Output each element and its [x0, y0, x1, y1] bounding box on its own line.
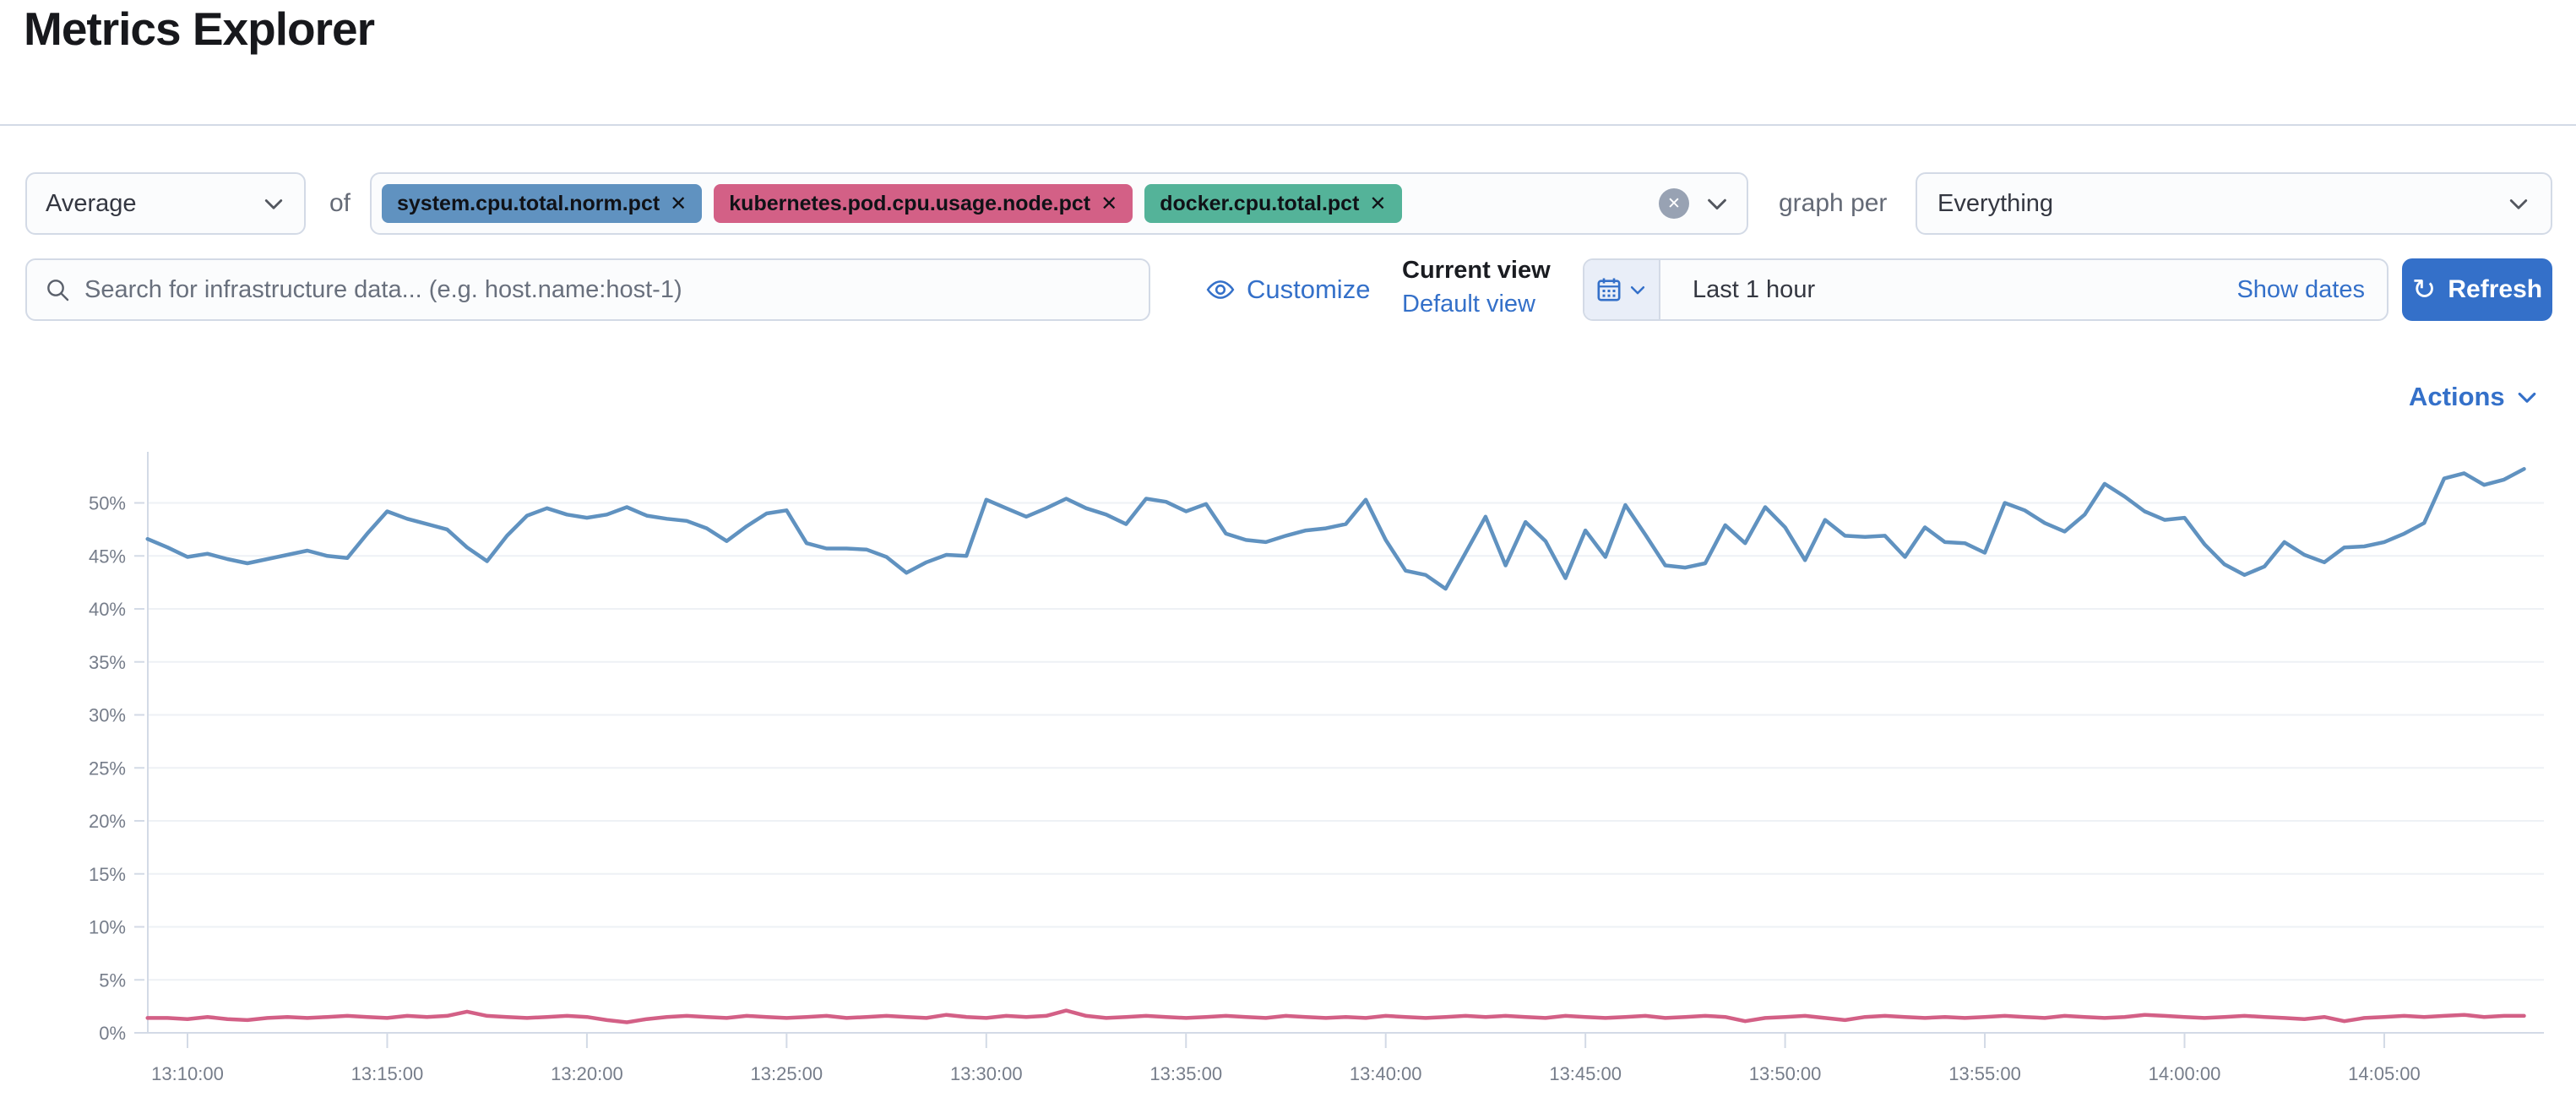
customize-label: Customize — [1247, 274, 1371, 304]
refresh-button[interactable]: ↻ Refresh — [2402, 258, 2552, 321]
svg-text:13:45:00: 13:45:00 — [1549, 1063, 1622, 1084]
svg-text:35%: 35% — [89, 652, 126, 673]
remove-metric-icon[interactable]: ✕ — [1101, 192, 1118, 215]
svg-text:13:15:00: 13:15:00 — [351, 1063, 424, 1084]
metric-badge-list: system.cpu.total.norm.pct ✕ kubernetes.p… — [382, 184, 1402, 223]
search-input[interactable] — [84, 275, 1132, 304]
refresh-label: Refresh — [2448, 275, 2543, 303]
actions-menu-button[interactable]: Actions — [2409, 382, 2539, 412]
page-title: Metrics Explorer — [24, 3, 375, 55]
eye-icon — [1206, 280, 1235, 299]
remove-metric-icon[interactable]: ✕ — [1369, 192, 1387, 215]
graph-per-select[interactable]: Everything — [1916, 172, 2552, 235]
metric-badge[interactable]: kubernetes.pod.cpu.usage.node.pct ✕ — [714, 184, 1133, 223]
svg-text:13:20:00: 13:20:00 — [551, 1063, 623, 1084]
header-divider — [0, 124, 2576, 126]
svg-text:13:10:00: 13:10:00 — [151, 1063, 224, 1084]
metric-badge-label: kubernetes.pod.cpu.usage.node.pct — [729, 191, 1091, 215]
svg-text:13:25:00: 13:25:00 — [751, 1063, 823, 1084]
svg-text:0%: 0% — [99, 1023, 126, 1044]
metric-badge-label: system.cpu.total.norm.pct — [397, 191, 660, 215]
chevron-down-icon — [1630, 286, 1645, 295]
date-picker: Last 1 hour Show dates — [1583, 258, 2389, 321]
svg-text:13:40:00: 13:40:00 — [1350, 1063, 1422, 1084]
date-picker-calendar-button[interactable] — [1584, 260, 1660, 319]
view-name-link[interactable]: Default view — [1402, 291, 1535, 318]
calendar-icon — [1597, 278, 1621, 301]
metric-badge-label: docker.cpu.total.pct — [1160, 191, 1360, 215]
svg-text:20%: 20% — [89, 811, 126, 832]
metrics-combobox[interactable]: system.cpu.total.norm.pct ✕ kubernetes.p… — [370, 172, 1748, 235]
metric-badge[interactable]: docker.cpu.total.pct ✕ — [1144, 184, 1402, 223]
current-view-label: Current view — [1402, 257, 1551, 284]
svg-text:5%: 5% — [99, 970, 126, 991]
svg-text:50%: 50% — [89, 493, 126, 514]
aggregation-value: Average — [46, 189, 137, 217]
chevron-down-icon[interactable] — [1704, 191, 1730, 216]
graph-per-label: graph per — [1779, 189, 1888, 217]
metric-badge[interactable]: system.cpu.total.norm.pct ✕ — [382, 184, 703, 223]
refresh-icon: ↻ — [2411, 274, 2437, 306]
metrics-line-chart[interactable]: 0% 5% 10% 15% 20% 25% 30% 35% 40% 45% 50% 13:10:00 1… — [0, 422, 2576, 1108]
customize-button[interactable]: Customize — [1206, 258, 1370, 321]
show-dates-button[interactable]: Show dates — [2236, 275, 2365, 303]
svg-text:13:50:00: 13:50:00 — [1749, 1063, 1822, 1084]
svg-text:13:30:00: 13:30:00 — [950, 1063, 1023, 1084]
chevron-down-icon — [264, 199, 283, 209]
clear-all-icon[interactable]: ✕ — [1659, 188, 1689, 219]
svg-text:14:05:00: 14:05:00 — [2348, 1063, 2421, 1084]
remove-metric-icon[interactable]: ✕ — [670, 192, 687, 215]
svg-text:13:35:00: 13:35:00 — [1149, 1063, 1222, 1084]
svg-text:10%: 10% — [89, 917, 126, 938]
search-field — [25, 258, 1150, 321]
chevron-down-icon — [2509, 199, 2528, 209]
svg-text:14:00:00: 14:00:00 — [2149, 1063, 2221, 1084]
actions-label: Actions — [2409, 382, 2505, 411]
chevron-down-icon — [2518, 392, 2536, 403]
aggregation-select[interactable]: Average — [25, 172, 306, 235]
svg-text:25%: 25% — [89, 758, 126, 779]
svg-text:15%: 15% — [89, 864, 126, 885]
svg-text:13:55:00: 13:55:00 — [1948, 1063, 2021, 1084]
time-range-value[interactable]: Last 1 hour — [1693, 275, 1816, 303]
of-label: of — [329, 189, 351, 217]
svg-text:40%: 40% — [89, 599, 126, 620]
view-selector: Current view Default view — [1402, 253, 1571, 321]
svg-text:30%: 30% — [89, 705, 126, 726]
search-icon — [47, 280, 69, 301]
svg-text:45%: 45% — [89, 546, 126, 567]
graph-per-value: Everything — [1937, 189, 2054, 217]
